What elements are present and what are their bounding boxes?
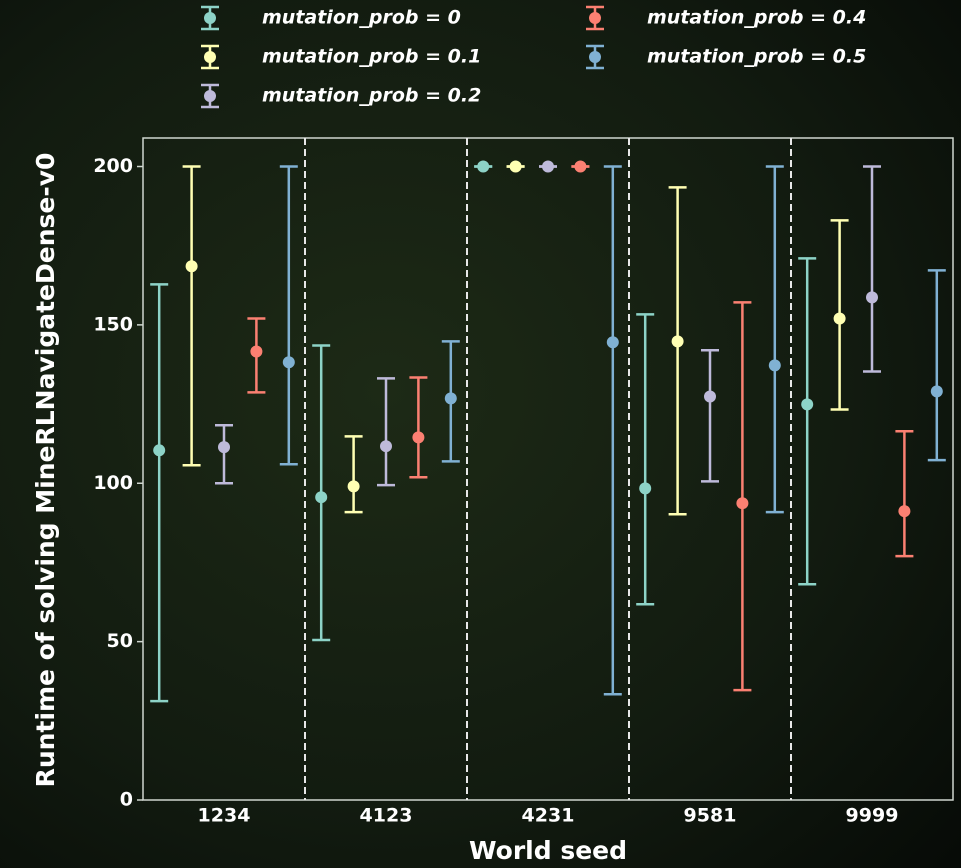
y-tick-label: 50 [107, 630, 133, 652]
x-tick-label: 9581 [684, 805, 737, 827]
legend-marker [204, 12, 216, 24]
legend-marker [589, 12, 601, 24]
point [510, 161, 522, 173]
y-tick-label: 150 [93, 313, 133, 335]
point [380, 440, 392, 452]
y-tick-label: 200 [93, 155, 133, 177]
point [931, 385, 943, 397]
background [0, 0, 961, 868]
x-axis-label: World seed [469, 836, 627, 865]
point [898, 505, 910, 517]
point [866, 291, 878, 303]
point [672, 335, 684, 347]
legend-marker [204, 90, 216, 102]
point [283, 356, 295, 368]
y-tick-label: 100 [93, 472, 133, 494]
x-tick-label: 4231 [522, 805, 575, 827]
point [186, 260, 198, 272]
legend-marker [204, 51, 216, 63]
point [801, 398, 813, 410]
legend-marker [589, 51, 601, 63]
point [412, 431, 424, 443]
point [477, 161, 489, 173]
point [704, 390, 716, 402]
point [250, 345, 262, 357]
point [736, 497, 748, 509]
x-tick-label: 9999 [846, 805, 899, 827]
point [445, 392, 457, 404]
point [542, 161, 554, 173]
legend-label: mutation_prob = 0.5 [647, 46, 866, 68]
point [315, 491, 327, 503]
x-tick-label: 4123 [360, 805, 413, 827]
chart: World seed Runtime of solving MineRLNavi… [0, 0, 961, 868]
y-axis-label: Runtime of solving MineRLNavigateDense-v… [31, 153, 60, 788]
point [574, 161, 586, 173]
point [607, 336, 619, 348]
point [639, 482, 651, 494]
legend-label: mutation_prob = 0.4 [647, 7, 866, 29]
point [218, 441, 230, 453]
point [834, 313, 846, 325]
point [348, 480, 360, 492]
point [153, 444, 165, 456]
y-tick-label: 0 [120, 789, 133, 811]
legend-label: mutation_prob = 0.2 [262, 85, 481, 107]
legend-label: mutation_prob = 0.1 [262, 46, 481, 68]
legend-label: mutation_prob = 0 [262, 7, 461, 29]
point [769, 359, 781, 371]
x-tick-label: 1234 [198, 805, 251, 827]
